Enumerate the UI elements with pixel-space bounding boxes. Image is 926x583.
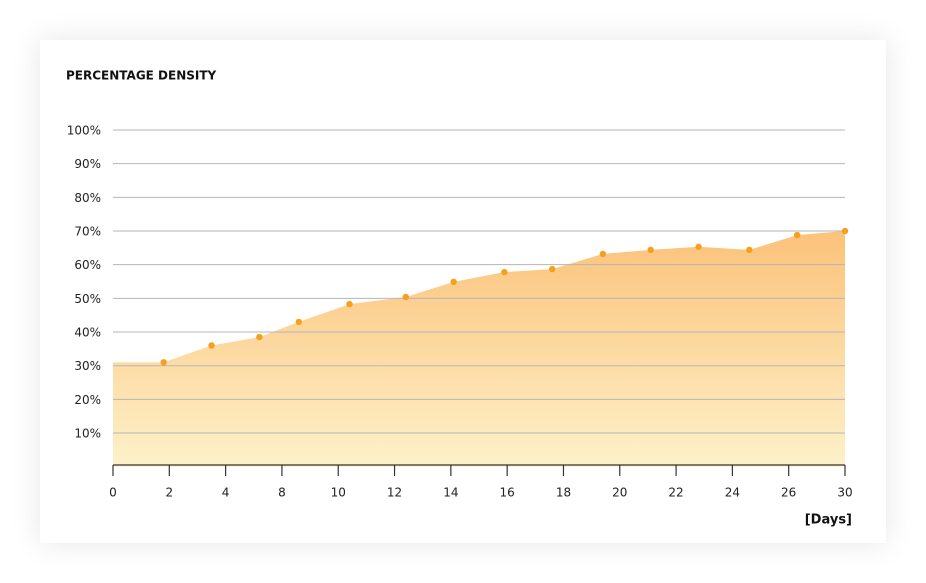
- x-tick-label: 2: [165, 486, 173, 500]
- data-point: [501, 268, 508, 276]
- data-point: [256, 333, 263, 341]
- x-tick-label: 22: [668, 486, 683, 500]
- x-tick-label: 24: [725, 486, 740, 500]
- x-tick-label: 10: [331, 486, 346, 500]
- x-tick-label: 4: [222, 486, 230, 500]
- x-tick-label: 30: [837, 486, 852, 500]
- data-point: [695, 243, 702, 251]
- chart-title: PERCENTAGE DENSITY: [66, 69, 217, 83]
- data-point: [549, 265, 556, 273]
- y-tick-label: 100%: [67, 124, 101, 138]
- data-point: [346, 300, 353, 308]
- x-axis-label: [Days]: [805, 513, 852, 528]
- y-tick-label: 30%: [74, 359, 101, 373]
- x-tick-label: 18: [556, 486, 571, 500]
- x-tick-label: 26: [781, 486, 796, 500]
- x-tick-label: 8: [278, 486, 286, 500]
- y-tick-label: 80%: [74, 191, 101, 205]
- x-tick-label: 14: [443, 486, 458, 500]
- x-tick-label: 16: [500, 486, 515, 500]
- data-point: [793, 231, 801, 239]
- data-point: [841, 227, 849, 235]
- x-tick-label: 20: [612, 486, 627, 500]
- y-tick-label: 50%: [74, 292, 101, 306]
- x-tick-label: 12: [387, 486, 402, 500]
- data-point: [450, 278, 457, 286]
- y-tick-label: 90%: [74, 157, 101, 171]
- y-tick-label: 10%: [74, 427, 101, 441]
- data-point: [647, 246, 654, 254]
- data-point: [599, 250, 607, 258]
- data-point: [295, 318, 303, 326]
- y-tick-label: 20%: [74, 393, 101, 407]
- x-tick-label: 0: [109, 486, 117, 500]
- data-point: [208, 342, 215, 349]
- y-tick-label: 70%: [74, 225, 101, 239]
- data-point: [746, 246, 753, 254]
- data-point: [402, 293, 409, 301]
- y-tick-label: 40%: [74, 326, 101, 340]
- y-tick-label: 60%: [74, 258, 101, 272]
- data-point: [160, 359, 167, 366]
- area: [113, 231, 845, 467]
